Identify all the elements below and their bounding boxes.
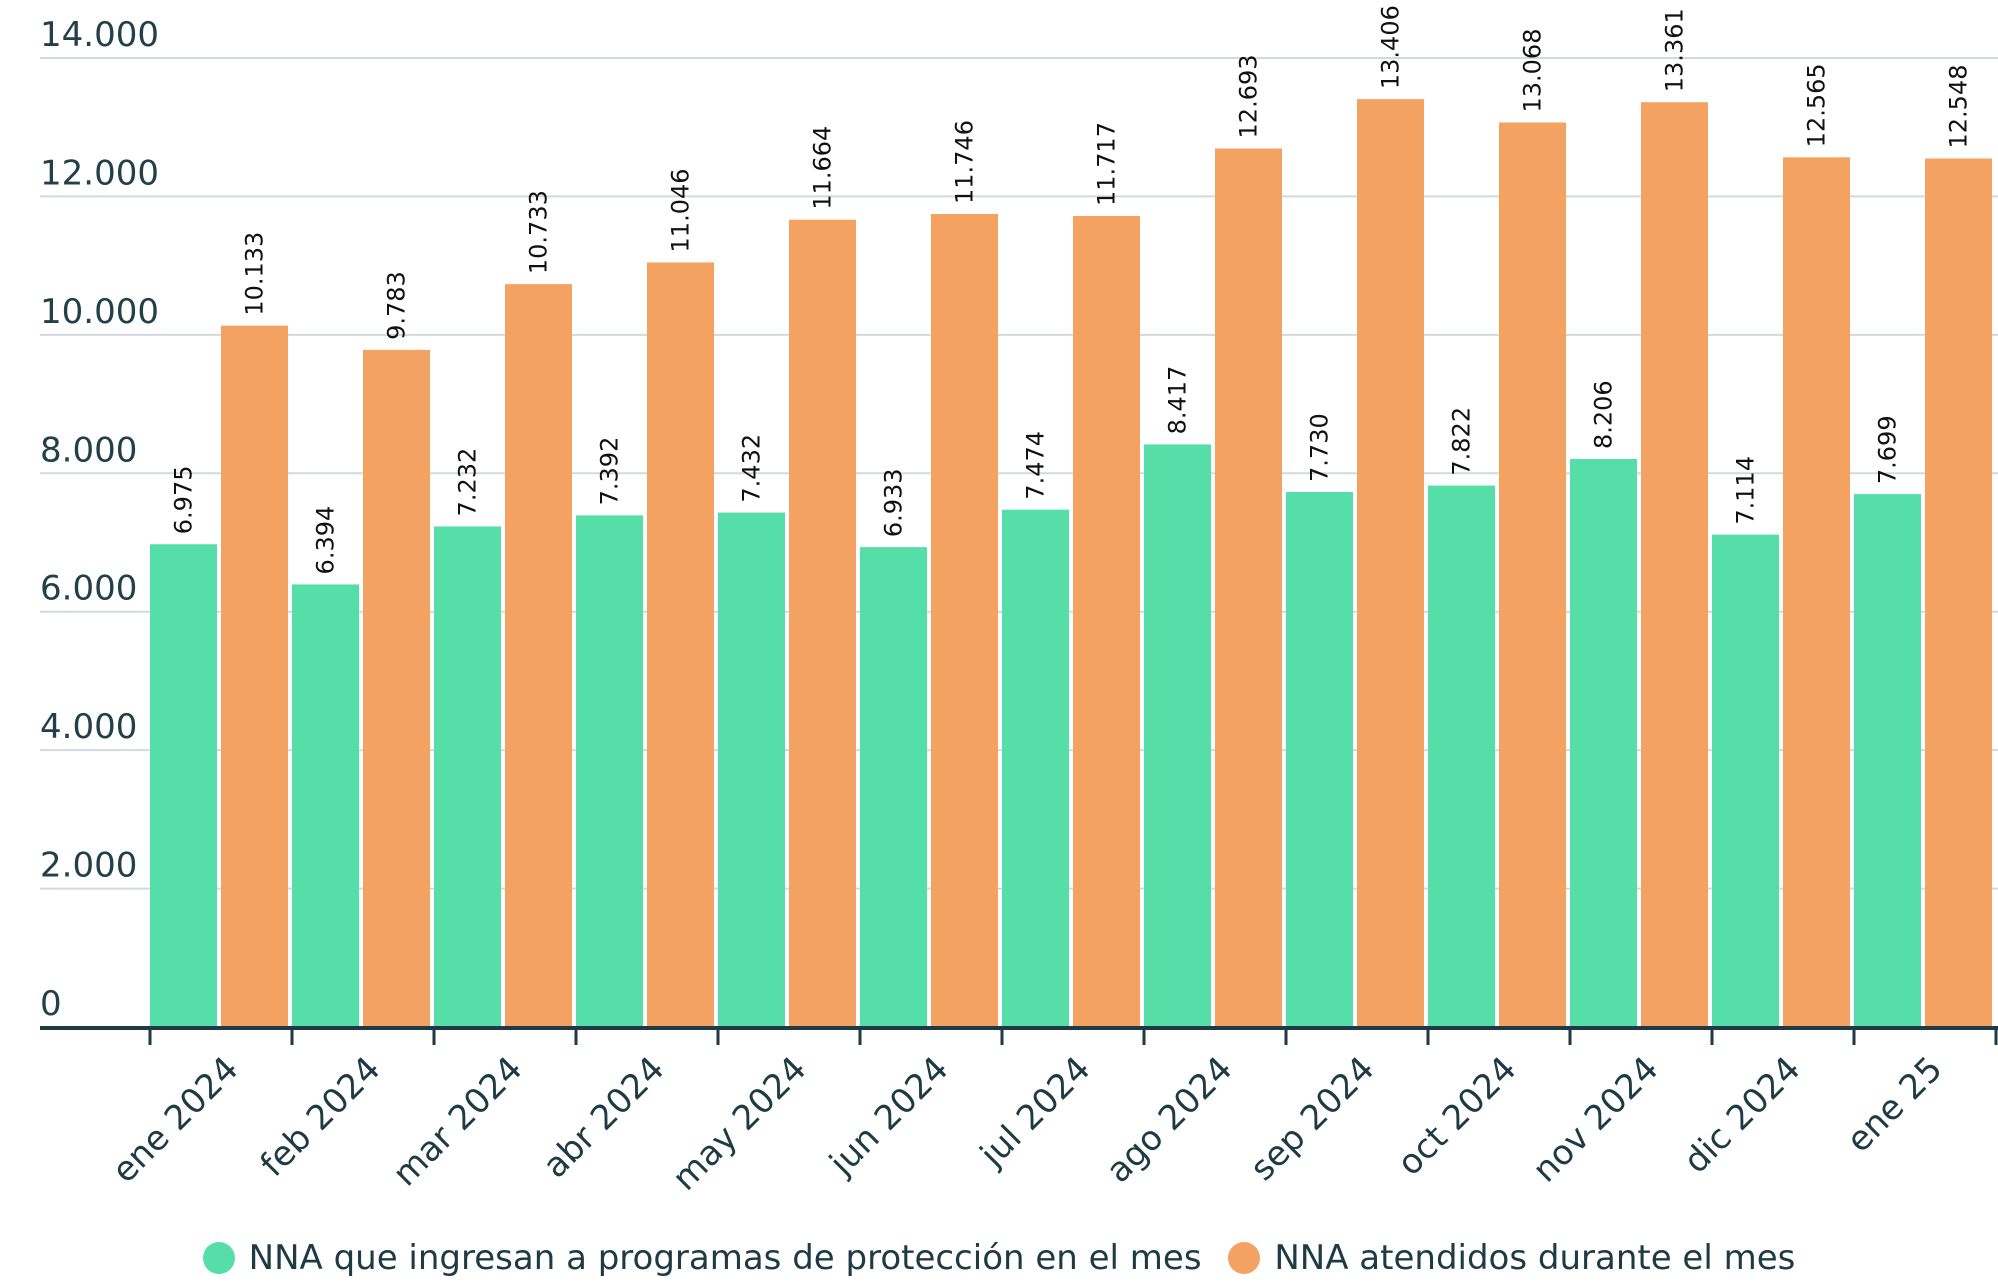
value-label: 7.474	[1022, 431, 1050, 500]
bar[interactable]	[789, 219, 856, 1027]
bar[interactable]	[1144, 444, 1211, 1028]
y-tick-label: 14.000	[40, 15, 159, 55]
y-tick-label: 6.000	[40, 569, 137, 609]
y-tick-label: 12.000	[40, 153, 159, 193]
y-tick-label: 2.000	[40, 846, 137, 886]
bar[interactable]	[434, 526, 501, 1027]
bar[interactable]	[1499, 122, 1566, 1028]
value-label: 6.975	[170, 466, 198, 535]
value-label: 11.717	[1093, 122, 1121, 206]
x-tick-label: nov 2024	[1525, 1049, 1666, 1190]
value-label: 8.206	[1590, 380, 1618, 449]
value-label: 6.394	[312, 506, 340, 575]
bar[interactable]	[1428, 485, 1495, 1028]
value-label: 10.133	[241, 232, 269, 316]
bar[interactable]	[1286, 491, 1353, 1027]
legend-marker-ingresan	[202, 1242, 235, 1274]
bar[interactable]	[1073, 216, 1140, 1027]
bar[interactable]	[292, 584, 359, 1027]
legend: NNA que ingresan a programas de protecci…	[0, 1238, 1998, 1283]
x-tick-label: ene 25	[1839, 1049, 1950, 1160]
bar[interactable]	[1215, 148, 1282, 1027]
x-tick-label: oct 2024	[1390, 1049, 1524, 1183]
bar[interactable]	[576, 515, 643, 1027]
value-label: 7.114	[1732, 456, 1760, 525]
bar[interactable]	[860, 547, 927, 1027]
legend-label-atendidos: NNA atendidos durante el mes	[1274, 1238, 1796, 1278]
bar[interactable]	[1002, 509, 1069, 1028]
bar[interactable]	[718, 512, 785, 1027]
x-tick-label: jun 2024	[821, 1049, 956, 1184]
bar[interactable]	[1783, 157, 1850, 1027]
value-label: 12.548	[1945, 65, 1973, 149]
legend-item-ingresan[interactable]: NNA que ingresan a programas de protecci…	[202, 1238, 1202, 1278]
value-label: 11.746	[951, 120, 979, 204]
value-label: 10.733	[525, 190, 553, 274]
bar[interactable]	[647, 262, 714, 1028]
bar[interactable]	[1357, 99, 1424, 1028]
x-tick-label: abr 2024	[535, 1049, 672, 1186]
bar[interactable]	[221, 325, 288, 1028]
x-tick-label: jul 2024	[972, 1049, 1098, 1175]
x-tick-label: sep 2024	[1243, 1049, 1383, 1189]
value-label: 13.361	[1661, 8, 1689, 92]
value-label: 7.232	[454, 448, 482, 517]
bar[interactable]	[1925, 158, 1992, 1027]
bars	[150, 99, 1992, 1028]
y-axis-tick-labels: 0 2.000 4.000 6.000 8.000 10.000 12.000 14.000	[40, 15, 159, 1024]
value-label: 7.432	[738, 434, 766, 503]
bar[interactable]	[150, 544, 217, 1027]
bar[interactable]	[1712, 534, 1779, 1027]
y-tick-label: 0	[40, 984, 62, 1024]
legend-marker-atendidos	[1228, 1242, 1261, 1274]
x-tick-label: ene 2024	[104, 1049, 246, 1191]
x-tick-label: may 2024	[665, 1049, 814, 1198]
value-label: 7.392	[596, 437, 624, 506]
bar[interactable]	[1570, 459, 1637, 1027]
value-label: 11.046	[667, 168, 695, 252]
value-label: 13.406	[1377, 5, 1405, 89]
value-label: 7.699	[1874, 415, 1902, 484]
value-labels: 6.975 10.133 6.394 9.783 7.232 10.733 7.392 11.…	[170, 5, 1973, 574]
x-tick-label: mar 2024	[385, 1049, 530, 1194]
bar[interactable]	[1854, 494, 1921, 1027]
y-tick-label: 8.000	[40, 430, 137, 470]
value-label: 6.933	[880, 468, 908, 537]
value-label: 8.417	[1164, 366, 1192, 435]
x-tick-label: dic 2024	[1676, 1049, 1808, 1181]
y-tick-label: 4.000	[40, 707, 137, 747]
legend-item-atendidos[interactable]: NNA atendidos durante el mes	[1228, 1238, 1795, 1278]
legend-label-ingresan: NNA que ingresan a programas de protecci…	[248, 1238, 1202, 1278]
y-tick-label: 10.000	[40, 292, 159, 332]
value-label: 7.822	[1448, 407, 1476, 476]
value-label: 12.693	[1235, 54, 1263, 138]
bar[interactable]	[931, 214, 998, 1027]
bar[interactable]	[363, 349, 430, 1027]
x-tick-label: ago 2024	[1099, 1049, 1241, 1191]
bar[interactable]	[505, 284, 572, 1028]
value-label: 12.565	[1803, 63, 1831, 147]
bar[interactable]	[1641, 102, 1708, 1028]
value-label: 9.783	[383, 271, 411, 340]
value-label: 11.664	[809, 126, 837, 210]
x-tick-label: feb 2024	[253, 1049, 389, 1185]
value-label: 7.730	[1306, 413, 1334, 482]
value-label: 13.068	[1519, 29, 1547, 113]
